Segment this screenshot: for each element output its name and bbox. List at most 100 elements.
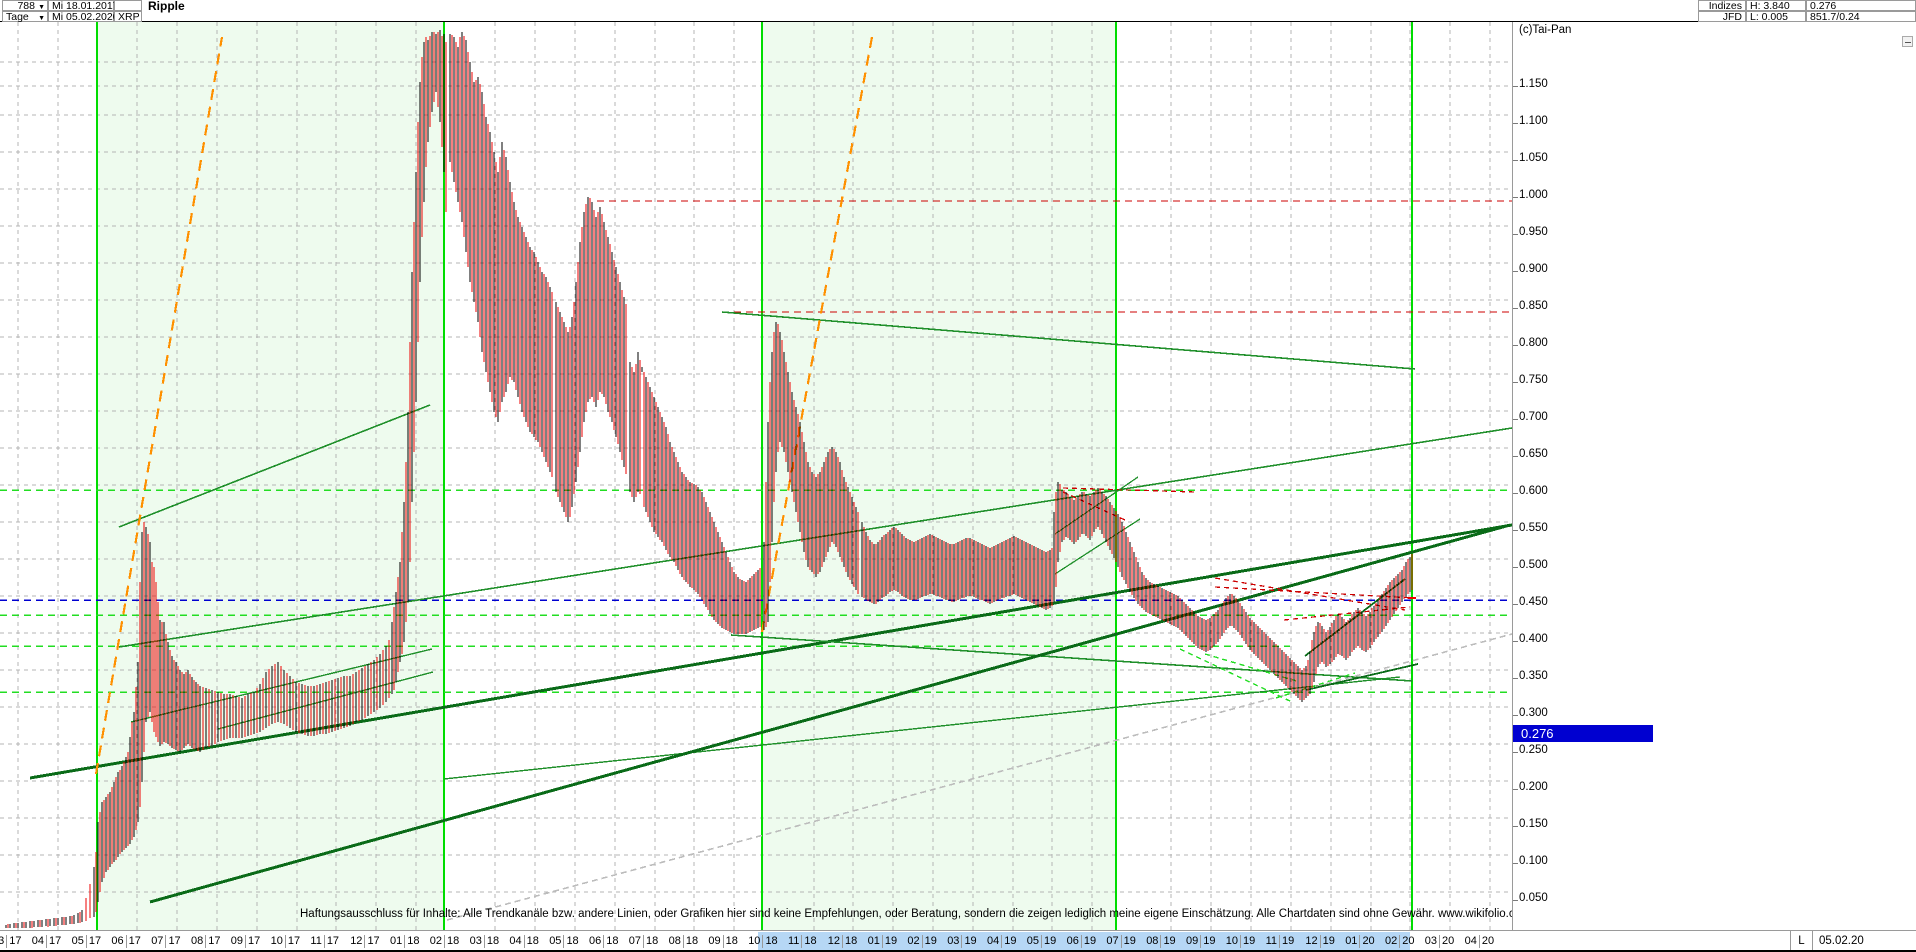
ohlc-segment-dec17-jan18-rally	[391, 30, 445, 694]
date-label-year: 19	[921, 935, 937, 948]
chart-toolbar: 788 ▼ Tage ▼ Mi 18.01.2017 Mi 05.02.2020…	[0, 0, 1916, 23]
date-axis-label: 12 17	[350, 935, 380, 948]
date-axis-label: 03 18	[470, 935, 499, 948]
final-wedge-lower	[1305, 663, 1419, 691]
price-tick-label: 0.800	[1519, 337, 1548, 349]
ohlc-segment-2019-range	[861, 522, 1051, 610]
date-label-year: 18	[842, 935, 857, 948]
disclaimer-text: Haftungsausschluss für Inhalte: Alle Tre…	[300, 908, 1512, 920]
price-tick-mark	[1513, 567, 1518, 568]
price-tick-label: 1.100	[1519, 115, 1548, 127]
date-label-year: 18	[563, 935, 579, 948]
date-label-year: 17	[205, 935, 221, 948]
date-axis-label: 07 18	[629, 935, 658, 948]
date-label-year: 18	[801, 935, 817, 948]
date-label-year: 18	[722, 935, 738, 948]
date-label-year: 17	[245, 935, 260, 948]
price-tick-label: 0.700	[1519, 411, 1548, 423]
date-label-year: 18	[444, 935, 459, 948]
date-label-year: 20	[1478, 935, 1494, 948]
grey-diagonal-guide	[446, 633, 1512, 921]
price-tick-label: 0.150	[1519, 818, 1548, 830]
chevron-down-icon: ▼	[38, 4, 45, 11]
date-label-year: 19	[1041, 935, 1056, 948]
ohlc-segment-2017-consolidation-red	[161, 622, 390, 751]
date-label-year: 20	[1439, 935, 1454, 948]
date-label-year: 17	[364, 935, 380, 948]
date-label-month: 10	[1225, 935, 1239, 947]
date-axis-label: 08 18	[669, 935, 698, 948]
date-axis[interactable]: 0317041705170617071708170917101711171217…	[0, 930, 1916, 952]
price-tick-mark	[1513, 345, 1518, 346]
price-tick-label: 0.200	[1519, 781, 1548, 793]
price-axis[interactable]: (c)Tai-Pan 1.150 1.100 1.050 1.000 0.950 0.90…	[1512, 22, 1916, 930]
date-to-field[interactable]: Mi 05.02.2020	[48, 11, 119, 23]
date-axis-label: 01 19	[868, 935, 897, 948]
date-label-month: 04	[1464, 935, 1477, 947]
date-axis-label: 07 17	[151, 935, 181, 948]
symbol-empty-slot	[114, 0, 142, 11]
date-axis-label: 03 20	[1425, 935, 1454, 948]
ohlc-segment-2018-rebound-red	[557, 198, 627, 517]
date-label-month: 10	[748, 935, 761, 947]
date-axis-label: 02 19	[907, 935, 937, 948]
date-axis-label: 04 18	[509, 935, 539, 948]
wedge-2019-top	[1062, 487, 1196, 493]
date-label-year: 17	[125, 935, 141, 948]
long-term-base-support	[149, 523, 1511, 904]
date-axis-label: 11 19	[1265, 935, 1294, 948]
descending-channel-top	[721, 311, 1416, 370]
date-label-month: 05	[71, 935, 84, 947]
chart-plot-wrapper[interactable]: Haftungsausschluss für Inhalte: Alle Tre…	[0, 22, 1916, 930]
exchange-group-label: Indizes	[1698, 0, 1746, 12]
interval-unit-dropdown[interactable]: Tage ▼	[2, 11, 48, 23]
ohlc-segment-2019-rally	[1053, 482, 1119, 602]
date-axis-label: 09 17	[231, 935, 260, 948]
date-label-year: 19	[1319, 935, 1335, 948]
date-label-month: 11	[1265, 935, 1278, 947]
date-label-month: 10	[270, 935, 283, 947]
price-tick-mark	[1513, 752, 1518, 753]
date-axis-label: 06 18	[589, 935, 619, 948]
date-axis-label: 07 19	[1106, 935, 1136, 948]
price-tick-label: 1.050	[1519, 152, 1548, 164]
date-label-month: 08	[191, 935, 204, 947]
date-from-field[interactable]: Mi 18.01.2017	[48, 0, 119, 12]
date-label-year: 19	[881, 935, 897, 948]
date-range-selection[interactable]	[758, 932, 1410, 950]
major-rising-support	[29, 523, 1512, 780]
minimize-axis-button[interactable]	[1902, 36, 1913, 47]
ohlc-segment-sep18-spike-red	[765, 324, 859, 627]
highlight-band-1	[96, 22, 445, 930]
date-label-year: 17	[6, 935, 22, 948]
period-low-label: L: 0.005	[1746, 11, 1806, 23]
ohlc-segment-2019-decline-red	[1123, 526, 1301, 700]
price-tick-label: 0.350	[1519, 670, 1548, 682]
date-label-month: 03	[0, 935, 4, 948]
date-label-month: 06	[589, 935, 602, 947]
date-label-month: 12	[827, 935, 841, 947]
ohlc-segment-2018-downtrend-red	[631, 360, 761, 634]
ohlc-segment-2020-recovery	[1301, 557, 1411, 702]
price-tick-mark	[1513, 789, 1518, 790]
date-label-month: 02	[907, 935, 920, 947]
ohlc-segment-2018-rebound	[555, 197, 625, 522]
price-chart-canvas[interactable]: Haftungsausschluss für Inhalte: Alle Tre…	[0, 22, 1512, 930]
ohlc-segment-2019-range-red	[863, 527, 1053, 609]
bar-count-dropdown[interactable]: 788 ▼	[2, 0, 48, 12]
price-tick-mark	[1513, 308, 1518, 309]
date-label-year: 19	[1120, 935, 1136, 948]
current-price-tag: 0.276	[1513, 724, 1653, 742]
date-label-year: 18	[483, 935, 499, 948]
date-label-year: 18	[762, 935, 778, 948]
price-tick-mark	[1513, 86, 1518, 87]
symbol-field[interactable]: XRP	[114, 11, 142, 23]
chevron-down-icon: ▼	[38, 15, 45, 22]
ohlc-bars	[5, 30, 1413, 928]
price-tick-mark	[1513, 234, 1518, 235]
price-tick-label: 0.950	[1519, 226, 1548, 238]
price-tick-mark	[1513, 604, 1518, 605]
date-axis-label: 02 20	[1385, 935, 1415, 948]
ohlc-segment-dec17-jan18-rally-red	[393, 32, 447, 690]
date-label-year: 17	[323, 935, 339, 948]
